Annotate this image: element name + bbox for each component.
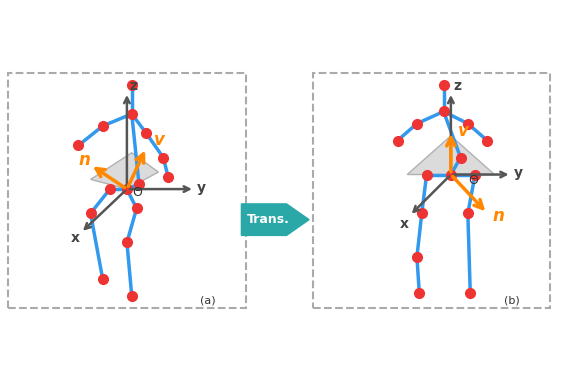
Polygon shape	[407, 136, 495, 175]
Text: x: x	[400, 217, 409, 231]
Text: y: y	[197, 181, 206, 194]
Text: z: z	[453, 79, 461, 93]
Text: x: x	[71, 231, 80, 246]
Text: $\Theta$: $\Theta$	[468, 174, 479, 187]
Polygon shape	[90, 153, 158, 189]
Text: v: v	[153, 131, 165, 149]
Text: (a): (a)	[200, 295, 215, 305]
Text: n: n	[78, 151, 90, 169]
Text: n: n	[492, 207, 504, 225]
FancyBboxPatch shape	[8, 73, 246, 308]
Text: y: y	[514, 166, 523, 180]
Text: (b): (b)	[504, 295, 520, 305]
Text: v: v	[458, 122, 469, 140]
Text: Trans.: Trans.	[247, 213, 290, 226]
FancyArrow shape	[241, 204, 309, 235]
Text: z: z	[129, 79, 137, 93]
Text: $\Theta$: $\Theta$	[132, 186, 143, 199]
FancyBboxPatch shape	[312, 73, 550, 308]
